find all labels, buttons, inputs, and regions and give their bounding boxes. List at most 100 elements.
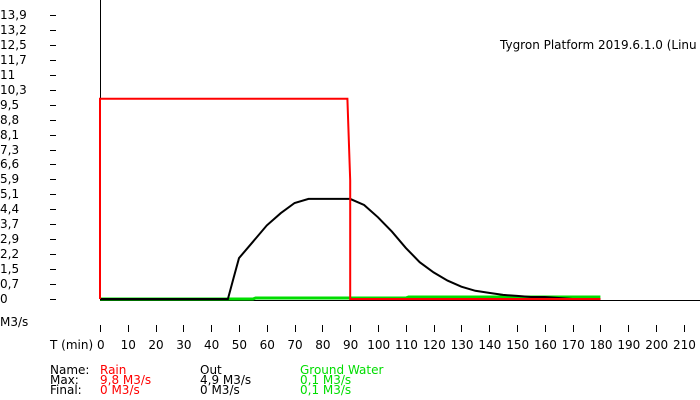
x-tick-label: 30 — [176, 338, 192, 352]
y-tick-mark — [50, 299, 56, 300]
x-tick-label: 50 — [231, 338, 248, 352]
x-tick-mark — [461, 325, 462, 332]
x-tick-mark — [406, 325, 407, 332]
legend-name-label: Name: — [50, 363, 90, 377]
y-tick-mark — [50, 90, 56, 91]
x-tick-label: 190 — [617, 338, 641, 352]
x-tick-mark — [156, 325, 157, 332]
x-tick-label: 110 — [395, 338, 418, 352]
legend-out-name: Out — [200, 363, 222, 377]
y-tick-label: 4,4 — [0, 202, 20, 217]
y-tick-mark — [50, 269, 56, 270]
y-tick-label: 9,5 — [0, 97, 20, 112]
y-tick-mark — [50, 15, 56, 16]
y-tick-mark — [50, 254, 56, 255]
y-tick-label: 8,1 — [0, 127, 20, 142]
y-tick-mark — [50, 224, 56, 225]
legend-rain-final: 0 M3/s — [100, 383, 140, 397]
x-tick-label: 140 — [478, 338, 502, 352]
legend-out-final: 0 M3/s — [200, 383, 240, 397]
x-tick-label: 90 — [343, 338, 359, 352]
x-tick-mark — [656, 325, 657, 332]
legend-rain-max: 9,8 M3/s — [100, 373, 152, 387]
legend-entry-out: Out 4,9 M3/s 0 M3/s — [200, 363, 252, 397]
x-tick-mark — [684, 325, 685, 332]
y-tick-mark — [50, 30, 56, 31]
y-tick-label: 2,9 — [0, 232, 20, 247]
legend-ground-water-name: Ground Water — [300, 363, 384, 377]
y-tick-label: 13,9 — [0, 8, 27, 22]
y-tick-mark — [50, 60, 56, 61]
legend-entry-ground-water: Ground Water 0,1 M3/s 0,1 M3/s — [300, 363, 384, 397]
y-tick-label: 5,9 — [0, 172, 20, 187]
y-tick-label: 6,6 — [0, 157, 20, 172]
y-tick-label: 13,2 — [0, 22, 27, 37]
y-axis-unit: M3/s — [0, 315, 29, 329]
chart-title: Tygron Platform 2019.6.1.0 (Linu — [500, 38, 697, 52]
y-tick-label: 8,8 — [0, 112, 20, 127]
x-tick-mark — [100, 325, 101, 332]
legend-row-labels: Name: Max: Final: — [50, 363, 90, 396]
y-tick-label: 3,7 — [0, 217, 20, 232]
x-tick-label: 70 — [287, 338, 303, 352]
y-tick-label: 5,1 — [0, 187, 20, 202]
x-tick-mark — [350, 325, 351, 332]
x-tick-label: 80 — [315, 338, 331, 352]
x-tick-mark — [517, 325, 518, 332]
x-tick-mark — [434, 325, 435, 332]
x-axis-label: T (min) — [50, 338, 94, 352]
x-tick-mark — [211, 325, 212, 332]
x-tick-label: 160 — [534, 338, 557, 352]
x-tick-label: 210 — [673, 338, 696, 352]
y-tick-label: 11 — [0, 67, 16, 82]
y-tick-mark — [50, 164, 56, 165]
y-tick-mark — [50, 179, 56, 180]
x-tick-label: 20 — [148, 338, 164, 352]
x-tick-label: 150 — [506, 338, 530, 352]
y-tick-mark — [50, 135, 56, 136]
x-tick-label: 180 — [589, 338, 613, 352]
x-tick-mark — [183, 325, 184, 332]
y-tick-label: 1,5 — [0, 262, 20, 277]
y-tick-mark — [50, 239, 56, 240]
x-tick-mark — [322, 325, 323, 332]
legend-entry-rain: Rain 9,8 M3/s 0 M3/s — [100, 363, 152, 397]
x-tick-mark — [295, 325, 296, 332]
y-tick-mark — [50, 284, 56, 285]
legend-ground-water-max: 0,1 M3/s — [300, 373, 352, 387]
y-tick-mark — [50, 75, 56, 76]
legend-rain-name: Rain — [100, 363, 127, 377]
series-rain-line — [99, 97, 601, 300]
legend-out-max: 4,9 M3/s — [200, 373, 252, 387]
y-tick-mark — [50, 150, 56, 151]
x-tick-mark — [267, 325, 268, 332]
y-tick-label: 10,3 — [0, 82, 27, 97]
x-tick-label: 130 — [450, 338, 474, 352]
x-tick-label: 120 — [422, 338, 446, 352]
y-tick-label: 0,7 — [0, 277, 20, 292]
x-tick-mark — [128, 325, 129, 332]
y-tick-mark — [50, 209, 56, 210]
x-tick-label: 100 — [367, 338, 391, 352]
y-tick-mark — [50, 45, 56, 46]
y-tick-label: 0 — [0, 292, 8, 306]
x-tick-label: 200 — [645, 338, 669, 352]
x-tick-mark — [489, 325, 490, 332]
x-tick-mark — [628, 325, 629, 332]
y-tick-mark — [50, 105, 56, 106]
y-tick-mark — [50, 120, 56, 121]
x-tick-mark — [600, 325, 601, 332]
x-tick-label: 10 — [120, 338, 136, 352]
x-tick-mark — [239, 325, 240, 332]
x-tick-mark — [545, 325, 546, 332]
x-tick-label: 170 — [561, 338, 585, 352]
series-out-line — [100, 197, 601, 300]
x-tick-label: 60 — [259, 338, 275, 352]
x-tick-label: 0 — [97, 338, 105, 352]
y-tick-label: 7,3 — [0, 142, 20, 157]
legend-ground-water-final: 0,1 M3/s — [300, 383, 352, 397]
y-tick-label: 12,5 — [0, 37, 27, 52]
y-tick-label: 2,2 — [0, 247, 20, 262]
x-tick-label: 40 — [204, 338, 220, 352]
